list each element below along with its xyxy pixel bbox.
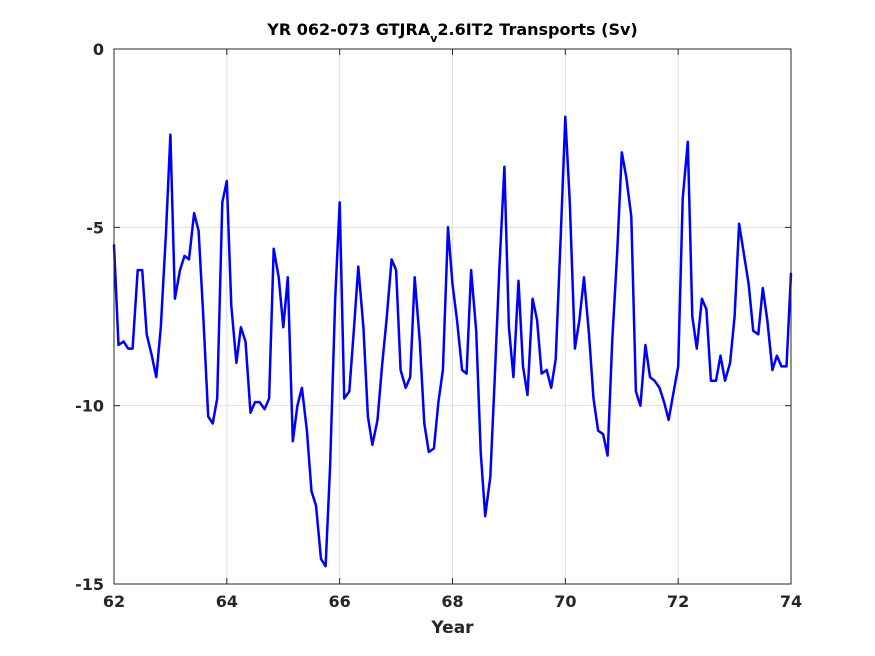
x-tick-label: 70: [554, 592, 576, 611]
x-axis-label: Year: [430, 618, 474, 638]
x-tick-label: 68: [441, 592, 463, 611]
x-tick-label: 72: [667, 592, 689, 611]
chart-title-suffix: 2.6IT2 Transports (Sv): [437, 20, 637, 39]
y-tick-label: -15: [75, 575, 104, 594]
chart-title-subscript: v: [430, 32, 438, 45]
x-tick-label: 74: [780, 592, 802, 611]
y-tick-label: 0: [93, 40, 104, 59]
x-tick-label: 62: [103, 592, 125, 611]
chart-title-prefix: YR 062-073 GTJRA: [266, 20, 431, 39]
series-layer: [112, 115, 793, 568]
y-tick-label: -5: [86, 218, 104, 237]
x-tick-label: 64: [216, 592, 238, 611]
x-tick-label: 66: [329, 592, 351, 611]
axis-ticks: 62 64 66 68 70 72 74 0 -5 -10 -15: [75, 40, 802, 611]
series-line: [112, 115, 793, 568]
y-tick-label: -10: [75, 397, 104, 416]
chart-title: YR 062-073 GTJRAv2.6IT2 Transports (Sv): [266, 20, 637, 45]
